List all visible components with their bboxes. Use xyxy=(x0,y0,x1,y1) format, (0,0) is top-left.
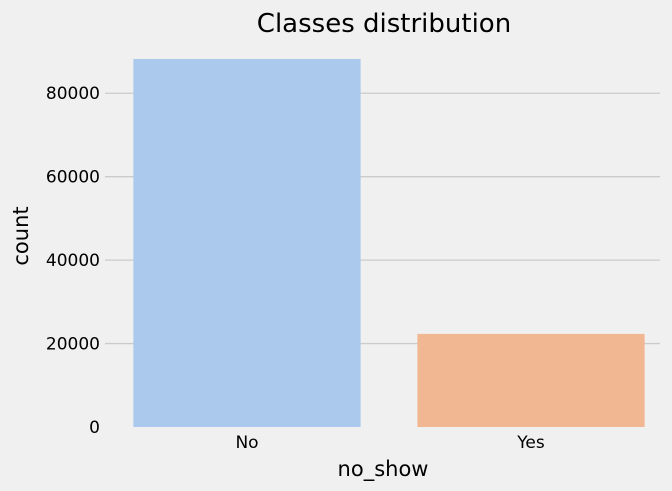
y-tick-label: 80000 xyxy=(46,84,100,104)
y-tick-labels: 0 20000 40000 60000 80000 xyxy=(46,84,100,438)
x-axis-title: no_show xyxy=(338,457,429,482)
bar-no xyxy=(133,59,361,427)
y-tick-label: 60000 xyxy=(46,168,100,188)
chart-title: Classes distribution xyxy=(257,9,511,39)
y-tick-label: 0 xyxy=(89,418,100,438)
x-tick-label: No xyxy=(235,433,258,453)
y-tick-label: 20000 xyxy=(46,335,100,355)
y-tick-label: 40000 xyxy=(46,251,100,271)
x-tick-label: Yes xyxy=(516,433,545,453)
x-tick-labels: No Yes xyxy=(235,433,544,453)
bars xyxy=(133,59,645,427)
bar-yes xyxy=(417,333,645,427)
y-axis-title: count xyxy=(9,206,33,265)
